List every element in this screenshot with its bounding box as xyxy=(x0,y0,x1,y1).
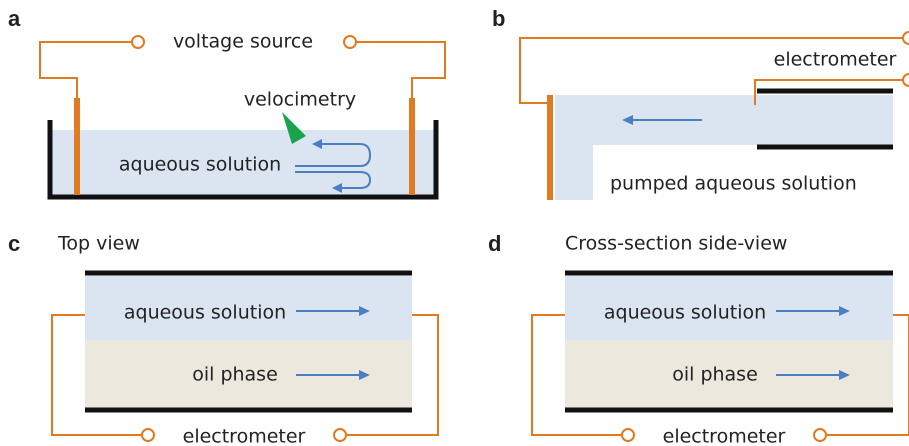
view-title: Cross-section side-view xyxy=(565,233,787,255)
terminal xyxy=(813,428,827,442)
label: pumped aqueous solution xyxy=(610,173,857,195)
liquid xyxy=(85,276,412,340)
label: oil phase xyxy=(672,364,758,386)
arrow-head xyxy=(332,183,342,193)
arrow-head xyxy=(839,370,850,380)
terminal xyxy=(141,428,155,442)
label: voltage source xyxy=(173,31,313,53)
label: electrometer xyxy=(663,426,786,446)
arrow-head xyxy=(622,115,633,125)
panel-label: c xyxy=(8,231,20,256)
terminal xyxy=(131,35,145,49)
label: velocimetry xyxy=(244,89,356,111)
label: aqueous solution xyxy=(604,302,766,324)
label: aqueous solution xyxy=(124,302,286,324)
laser xyxy=(282,112,306,144)
wire xyxy=(356,41,446,98)
panel-label: d xyxy=(488,231,501,256)
wire xyxy=(531,314,622,436)
label: oil phase xyxy=(192,364,278,386)
container xyxy=(47,120,439,200)
panel-b: b electrometer pumped aqueous solution xyxy=(492,6,909,200)
panel-a: a voltage source velocimetry aqueous sol… xyxy=(8,6,446,200)
arrow-head xyxy=(839,306,850,316)
arrow-head xyxy=(312,139,322,149)
wire xyxy=(519,37,903,104)
label: electrometer xyxy=(774,49,897,71)
wire xyxy=(39,41,132,98)
electrode xyxy=(74,98,80,195)
terminal xyxy=(343,35,357,49)
arrow-head xyxy=(359,370,370,380)
wire xyxy=(51,314,142,436)
liquid xyxy=(52,130,434,195)
electrode xyxy=(547,95,553,200)
wire xyxy=(826,314,909,436)
panels-cd: c Top view aqueous solution oil phase electr… xyxy=(8,231,909,446)
liquid xyxy=(565,276,893,340)
flow-arrow xyxy=(295,143,372,167)
panel-label: a xyxy=(8,6,21,31)
terminal xyxy=(902,31,909,45)
liquid xyxy=(555,95,893,200)
label: electrometer xyxy=(183,426,306,446)
arrow-head xyxy=(359,306,370,316)
label: aqueous solution xyxy=(119,154,281,176)
wire xyxy=(346,314,439,436)
electrode xyxy=(409,98,415,195)
panel-label: b xyxy=(492,6,505,31)
terminal xyxy=(333,428,347,442)
view-title: Top view xyxy=(57,233,140,255)
terminal xyxy=(902,73,909,87)
flow-arrow xyxy=(295,171,372,189)
wire xyxy=(754,79,903,105)
terminal xyxy=(621,428,635,442)
